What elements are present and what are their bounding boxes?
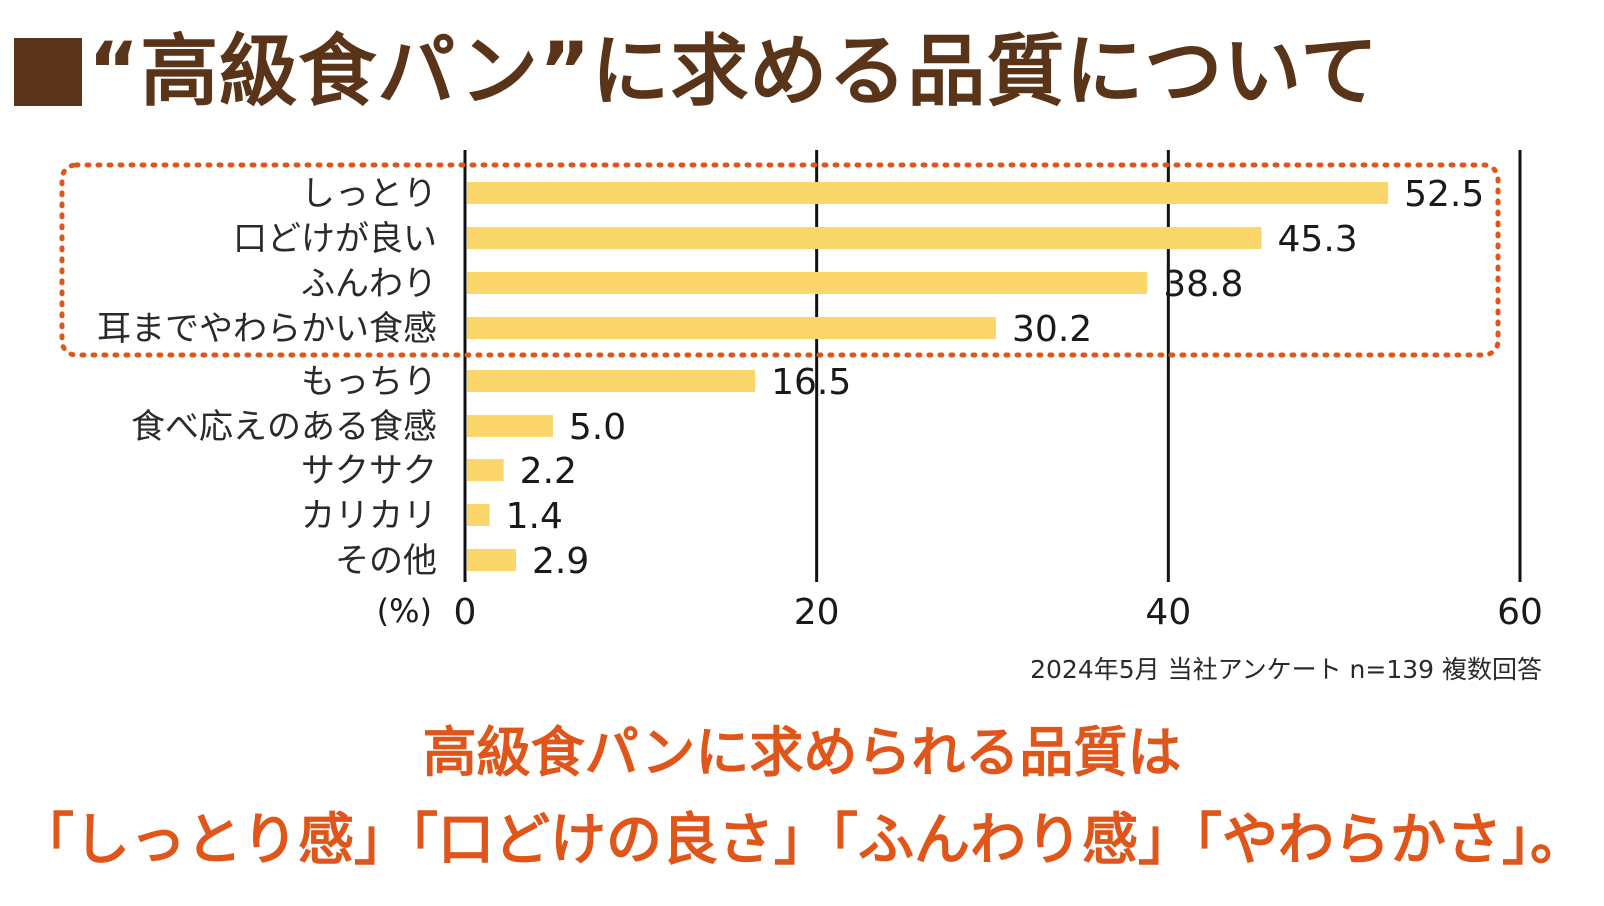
bar-8 (467, 504, 490, 526)
title-square-icon (14, 38, 82, 106)
bar-7 (467, 459, 504, 481)
bar-3 (467, 272, 1148, 294)
value-label-8: 1.4 (506, 496, 563, 537)
value-label-7: 2.2 (520, 451, 577, 492)
category-label-9: その他 (335, 541, 437, 581)
tick-label-40: 40 (1145, 592, 1191, 633)
tick-label-60: 60 (1497, 592, 1543, 633)
category-label-5: もっちり (301, 362, 437, 402)
category-label-2: 口どけが良い (233, 219, 437, 259)
value-label-1: 52.5 (1404, 174, 1484, 215)
category-label-7: サクサク (301, 451, 437, 491)
value-label-5: 16.5 (771, 362, 851, 403)
conclusion-line-2: 「しっとり感」「口どけの良さ」「ふんわり感」「やわらかさ」。 (18, 808, 1586, 873)
conclusion-line-1: 高級食パンに求められる品質は (422, 721, 1182, 784)
value-label-9: 2.9 (532, 541, 589, 582)
highlight-box (59, 162, 1501, 358)
value-label-3: 38.8 (1163, 264, 1243, 305)
category-label-6: 食べ応えのある食感 (131, 407, 437, 447)
value-label-4: 30.2 (1012, 309, 1092, 350)
tick-label-0: 0 (454, 592, 477, 633)
bar-9 (467, 549, 516, 571)
category-label-8: カリカリ (301, 496, 437, 536)
category-label-4: 耳までやわらかい食感 (97, 309, 437, 349)
title-text: “高級食パン”に求める品質について (88, 27, 1380, 117)
source-note: 2024年5月 当社アンケート n=139 複数回答 (1030, 655, 1542, 684)
bar-1 (467, 182, 1389, 204)
value-label-6: 5.0 (569, 407, 626, 448)
value-label-2: 45.3 (1278, 219, 1358, 260)
chart-title: “高級食パン”に求める品質について (14, 22, 1379, 122)
tick-label-20: 20 (794, 592, 840, 633)
bar-chart: しっとり 52.5 口どけが良い 45.3 ふんわり 38.8 耳までやわらかい食感 30.2… (59, 150, 1543, 633)
category-label-1: しっとり (301, 174, 437, 214)
bar-5 (467, 370, 756, 392)
bar-4 (467, 317, 997, 339)
unit-label: (%) (377, 592, 432, 630)
bar-6 (467, 415, 553, 437)
bar-2 (467, 227, 1262, 249)
category-label-3: ふんわり (301, 264, 437, 304)
